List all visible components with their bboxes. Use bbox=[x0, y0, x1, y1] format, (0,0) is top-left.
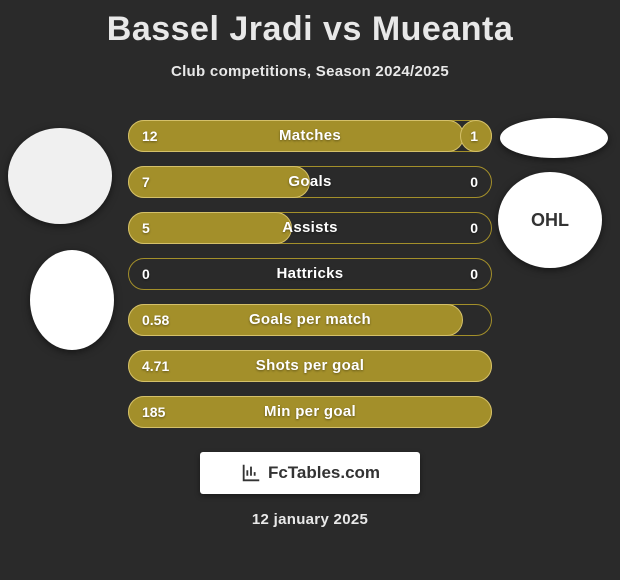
page-title: Bassel Jradi vs Mueanta bbox=[0, 0, 620, 49]
stat-row: 5Assists0 bbox=[128, 212, 492, 244]
chart-icon bbox=[240, 462, 262, 484]
stat-label: Matches bbox=[128, 120, 492, 152]
stat-label: Goals per match bbox=[128, 304, 492, 336]
stat-value-right: 0 bbox=[470, 258, 478, 290]
stat-row: 4.71Shots per goal bbox=[128, 350, 492, 382]
stat-value-right: 0 bbox=[470, 212, 478, 244]
player1-avatar bbox=[8, 128, 112, 224]
stat-value-right: 0 bbox=[470, 166, 478, 198]
player2-club-logo: OHL bbox=[498, 172, 602, 268]
footer-brand-text: FcTables.com bbox=[268, 463, 380, 483]
subtitle: Club competitions, Season 2024/2025 bbox=[0, 63, 620, 80]
stat-value-right: 1 bbox=[470, 120, 478, 152]
stat-row: 0.58Goals per match bbox=[128, 304, 492, 336]
stat-label: Shots per goal bbox=[128, 350, 492, 382]
stat-row: 7Goals0 bbox=[128, 166, 492, 198]
stat-label: Hattricks bbox=[128, 258, 492, 290]
player2-avatar bbox=[500, 118, 608, 158]
stat-label: Goals bbox=[128, 166, 492, 198]
player1-club-logo bbox=[30, 250, 114, 350]
stat-label: Min per goal bbox=[128, 396, 492, 428]
footer-brand-badge: FcTables.com bbox=[200, 452, 420, 494]
stat-row: 12Matches1 bbox=[128, 120, 492, 152]
stat-label: Assists bbox=[128, 212, 492, 244]
stats-area: 12Matches17Goals05Assists00Hattricks00.5… bbox=[128, 120, 492, 442]
club2-label: OHL bbox=[531, 210, 569, 231]
footer-date: 12 january 2025 bbox=[0, 511, 620, 528]
stat-row: 0Hattricks0 bbox=[128, 258, 492, 290]
stat-row: 185Min per goal bbox=[128, 396, 492, 428]
